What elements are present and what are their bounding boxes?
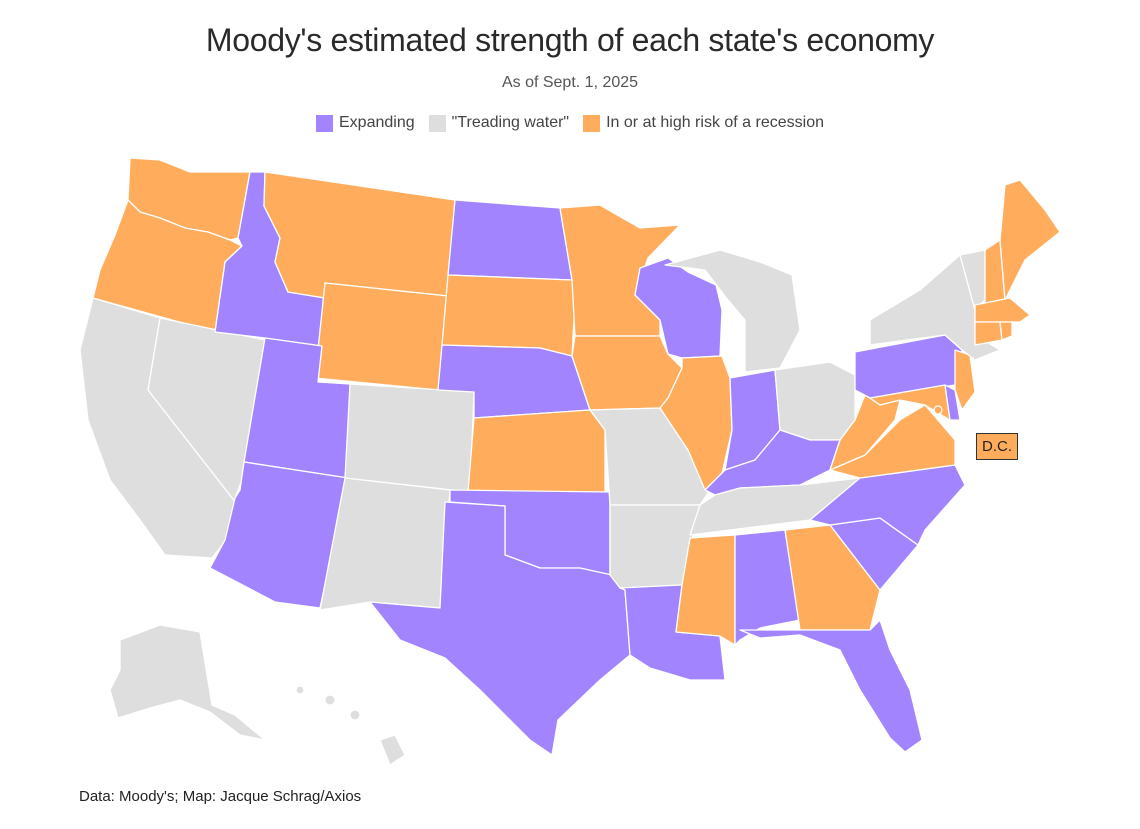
legend-swatch-recession	[583, 114, 601, 132]
legend-label-expanding: Expanding	[339, 114, 415, 131]
legend-item-recession: In or at high risk of a recession	[583, 114, 824, 132]
state-ND[interactable]	[447, 199, 573, 281]
legend-swatch-expanding	[316, 114, 333, 132]
state-GA[interactable]	[784, 524, 881, 631]
state-ME[interactable]	[999, 179, 1061, 301]
chart-title: Moody's estimated strength of each state…	[205, 22, 935, 58]
state-HI-island	[295, 685, 305, 695]
dc-callout-label: D.C.	[976, 433, 1018, 460]
state-OH[interactable]	[774, 361, 856, 441]
source-credit: Data: Moody's; Map: Jacque Schrag/Axios	[79, 788, 362, 805]
state-CO[interactable]	[344, 383, 475, 493]
state-AK[interactable]	[109, 624, 266, 741]
state-MT[interactable]	[263, 171, 456, 299]
legend: Expanding "Treading water" In or at high…	[0, 114, 1140, 132]
state-MI[interactable]	[664, 249, 801, 373]
state-SD[interactable]	[441, 274, 576, 357]
state-RI[interactable]	[999, 321, 1013, 341]
state-WY[interactable]	[314, 282, 449, 391]
legend-label-treading-water: "Treading water"	[451, 114, 570, 131]
legend-swatch-treading-water	[428, 114, 446, 132]
state-HI-island	[324, 694, 336, 706]
legend-label-recession: In or at high risk of a recession	[606, 114, 824, 131]
legend-item-expanding: Expanding	[316, 114, 415, 132]
state-IA[interactable]	[571, 335, 683, 411]
hawaii-islands	[295, 685, 406, 766]
state-CT[interactable]	[974, 321, 1003, 346]
state-NJ[interactable]	[954, 349, 976, 411]
chart-subtitle: As of Sept. 1, 2025	[501, 74, 639, 91]
state-DC[interactable]	[933, 405, 943, 415]
state-FL[interactable]	[739, 619, 923, 753]
legend-item-treading-water: "Treading water"	[428, 114, 570, 132]
state-HI[interactable]	[379, 734, 406, 766]
state-MA[interactable]	[974, 297, 1031, 323]
state-KS[interactable]	[467, 409, 606, 493]
state-TX[interactable]	[369, 501, 631, 756]
state-NY[interactable]	[869, 254, 1001, 361]
state-DE[interactable]	[944, 384, 961, 421]
state-HI-island	[349, 709, 361, 721]
